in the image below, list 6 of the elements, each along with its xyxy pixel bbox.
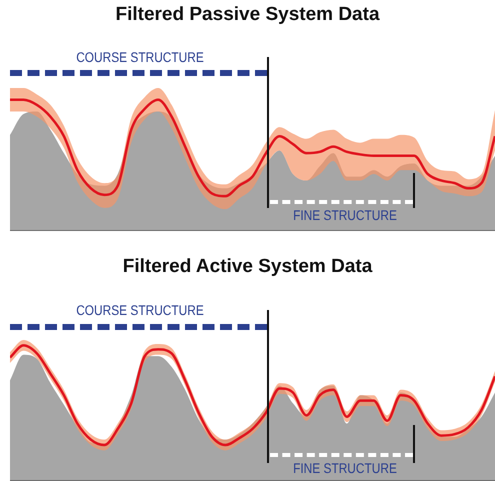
- chart-title: Filtered Active System Data: [122, 256, 374, 278]
- chart-title: Filtered Passive System Data: [114, 4, 381, 26]
- annotation: FINE STRUCTURE: [292, 460, 398, 476]
- text: COURSE STRUCTURE: [75, 302, 205, 318]
- annotation: FINE STRUCTURE: [292, 207, 398, 223]
- text: COURSE STRUCTURE: [75, 49, 205, 65]
